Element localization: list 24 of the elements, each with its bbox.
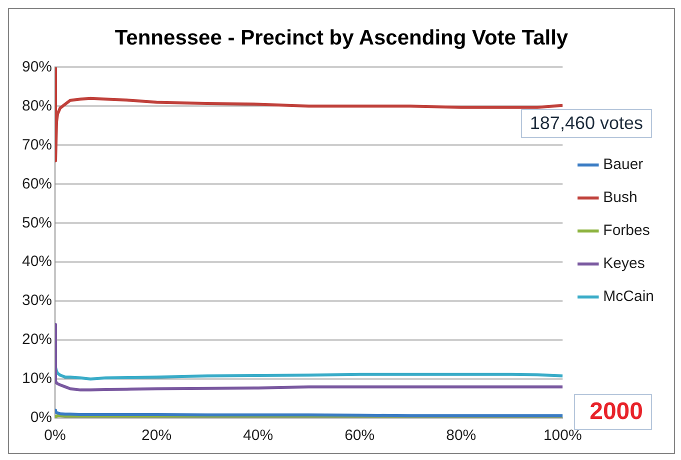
x-tick-label: 40%: [243, 427, 274, 444]
x-tick-label: 80%: [446, 427, 476, 444]
x-tick-label: 0%: [44, 427, 66, 444]
y-tick-label: 50%: [22, 214, 52, 232]
y-tick-label: 90%: [22, 58, 52, 76]
legend-label: McCain: [603, 288, 654, 306]
x-tick-label: 20%: [142, 427, 172, 444]
legend-label: Bush: [603, 189, 638, 206]
y-tick-label: 0%: [30, 409, 52, 426]
text: 2000: [590, 398, 643, 425]
y-tick-label: 60%: [22, 175, 52, 192]
y-tick-label: 30%: [22, 292, 52, 310]
x-tick-label: 100%: [543, 427, 582, 444]
y-tick-label: 20%: [22, 331, 52, 348]
annotation: 187,460 votes: [520, 109, 652, 138]
y-tick-label: 40%: [22, 253, 52, 270]
y-tick-label: 80%: [22, 97, 52, 114]
y-tick-label: 10%: [22, 370, 52, 388]
legend-label: Forbes: [603, 222, 650, 240]
legend-label: Bauer: [603, 156, 644, 174]
y-tick-label: 70%: [22, 136, 52, 154]
x-tick-label: 60%: [344, 427, 375, 444]
legend-label: Keyes: [603, 255, 645, 272]
chart-title: Tennessee - Precinct by Ascending Vote Tally: [114, 26, 568, 50]
